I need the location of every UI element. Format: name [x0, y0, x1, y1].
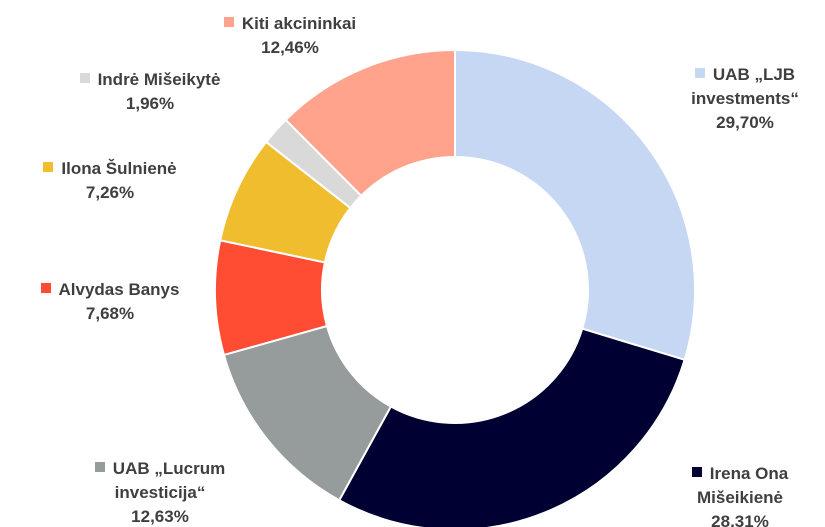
- value-label: 12,63%: [131, 507, 189, 526]
- category-name: Indrė Mišeikytė: [97, 70, 221, 89]
- legend-marker: [43, 162, 54, 172]
- data-label: Ilona Šulnienė 7,26%: [0, 157, 220, 205]
- legend-marker: [79, 73, 90, 83]
- slice: [337, 327, 686, 527]
- category-name: UAB „Lucrum investicija“: [112, 459, 226, 502]
- category-name: Kiti akcininkai: [241, 14, 357, 33]
- value-label: 29,70%: [716, 113, 774, 132]
- slice: [284, 48, 456, 198]
- data-label: Irena Ona Mišeikienė 28,31%: [670, 462, 810, 527]
- category-name: Irena Ona Mišeikienė: [697, 464, 789, 507]
- data-label: UAB „Lucrum investicija“ 12,63%: [73, 457, 248, 527]
- value-label: 1,96%: [125, 94, 175, 113]
- data-label: Indrė Mišeikytė 1,96%: [40, 68, 260, 116]
- legend-marker: [94, 462, 105, 472]
- legend-marker: [223, 17, 234, 27]
- data-label: UAB „LJB investments“ 29,70%: [670, 63, 820, 135]
- value-label: 7,68%: [85, 304, 135, 323]
- legend-marker: [40, 283, 51, 293]
- data-label: Kiti akcininkai 12,46%: [180, 12, 400, 60]
- value-label: 7,26%: [85, 183, 135, 202]
- category-name: UAB „LJB investments“: [691, 65, 799, 108]
- category-name: Ilona Šulnienė: [61, 159, 177, 178]
- slice: [454, 48, 696, 362]
- value-label: 28,31%: [711, 512, 769, 527]
- category-name: Alvydas Banys: [58, 280, 180, 299]
- legend-marker: [694, 68, 705, 78]
- value-label: 12,46%: [261, 38, 319, 57]
- data-label: Alvydas Banys 7,68%: [0, 278, 220, 326]
- legend-marker: [691, 467, 702, 477]
